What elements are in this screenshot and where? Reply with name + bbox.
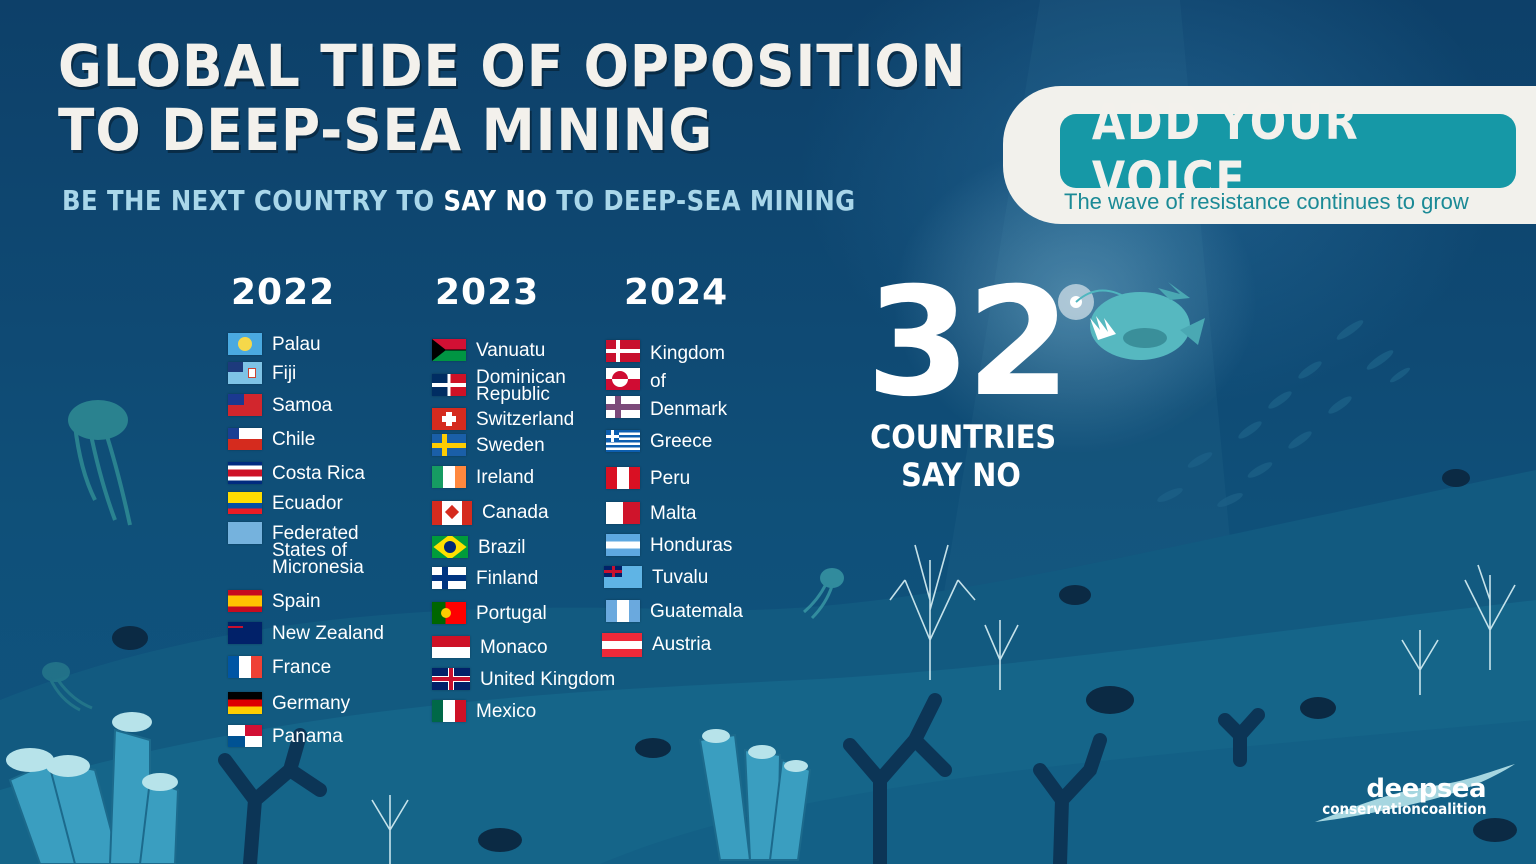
mexico-flag-icon	[432, 700, 466, 722]
monaco-flag-icon	[432, 636, 470, 658]
country-entry: Monaco	[432, 636, 548, 658]
countries-count: 32	[866, 256, 1071, 430]
country-entry: Austria	[602, 633, 711, 657]
country-entry: Finland	[432, 567, 538, 589]
year-heading-2024: 2024	[624, 272, 729, 313]
country-entry: Spain	[228, 590, 321, 612]
malta-flag-icon	[606, 502, 640, 524]
united-kingdom-flag-icon	[432, 668, 470, 690]
add-your-voice-label: ADD YOUR VOICE	[1091, 93, 1360, 209]
france-flag-icon	[228, 656, 262, 678]
greenland-flag-icon	[606, 368, 640, 390]
greece-flag-icon	[606, 430, 640, 452]
add-your-voice-button[interactable]: ADD YOUR VOICE	[1060, 93, 1516, 209]
country-entry: Fiji	[228, 362, 296, 384]
peru-flag-icon	[606, 467, 640, 489]
country-entry: Switzerland	[432, 408, 574, 430]
country-entry: Canada	[432, 501, 549, 525]
sweden-flag-icon	[432, 434, 466, 456]
year-heading-2023: 2023	[435, 272, 540, 313]
costa-rica-flag-icon	[228, 462, 262, 484]
page-title: GLOBAL TIDE OF OPPOSITION TO DEEP-SEA MI…	[58, 34, 966, 162]
honduras-flag-icon	[606, 534, 640, 556]
denmark-flag-icon	[606, 340, 640, 362]
guatemala-flag-icon	[606, 600, 640, 622]
switzerland-flag-icon	[432, 408, 466, 430]
title-line-2: TO DEEP-SEA MINING	[58, 96, 714, 164]
country-entry: New Zealand	[228, 622, 384, 644]
anglerfish-illustration	[1058, 282, 1205, 360]
canada-flag-icon	[432, 501, 472, 525]
deepsea-conservation-coalition-logo: deepsea conservationcoalition	[1321, 774, 1487, 818]
country-entry: Germany	[228, 692, 350, 714]
country-entry: Malta	[606, 502, 696, 524]
new-zealand-flag-icon	[228, 622, 262, 644]
dominican-republic-flag-icon	[432, 374, 466, 396]
spain-flag-icon	[228, 590, 262, 612]
ecuador-flag-icon	[228, 492, 262, 514]
country-entry: Costa Rica	[228, 462, 365, 484]
country-entry: Federated States of Micronesia	[228, 522, 364, 577]
country-entry: Peru	[606, 467, 690, 489]
country-entry: Tuvalu	[604, 566, 708, 588]
country-entry: Portugal	[432, 602, 547, 624]
country-entry: Palau	[228, 333, 321, 355]
country-entry: Vanuatu	[432, 339, 545, 361]
palau-flag-icon	[228, 333, 262, 355]
subtitle-post: TO DEEP-SEA MINING	[547, 184, 856, 217]
austria-flag-icon	[602, 633, 642, 657]
subtitle-highlight: SAY NO	[443, 184, 548, 217]
chile-flag-icon	[228, 428, 262, 450]
finland-flag-icon	[432, 567, 466, 589]
subtitle: BE THE NEXT COUNTRY TO SAY NO TO DEEP-SE…	[62, 184, 856, 217]
vanuatu-flag-icon	[432, 339, 466, 361]
faroe-islands-flag-icon	[606, 396, 640, 418]
brazil-flag-icon	[432, 536, 468, 558]
country-entry: Ecuador	[228, 492, 343, 514]
country-entry: Honduras	[606, 534, 732, 556]
country-entry: Samoa	[228, 394, 332, 416]
country-entry: Chile	[228, 428, 315, 450]
country-entry: Greece	[606, 430, 712, 452]
country-entry: Brazil	[432, 536, 526, 558]
panama-flag-icon	[228, 725, 262, 747]
country-entry: Guatemala	[606, 600, 743, 622]
subtitle-pre: BE THE NEXT COUNTRY TO	[62, 184, 444, 217]
country-entry: Sweden	[432, 434, 545, 456]
germany-flag-icon	[228, 692, 262, 714]
country-entry: Mexico	[432, 700, 536, 722]
country-entry: France	[228, 656, 331, 678]
country-entry: Panama	[228, 725, 343, 747]
fiji-flag-icon	[228, 362, 262, 384]
ireland-flag-icon	[432, 466, 466, 488]
year-heading-2022: 2022	[231, 272, 336, 313]
micronesia-flag-icon	[228, 522, 262, 544]
country-entry: Kingdom of Denmark	[606, 340, 727, 424]
country-entry: Dominican Republic	[432, 366, 566, 404]
samoa-flag-icon	[228, 394, 262, 416]
country-entry: Ireland	[432, 466, 534, 488]
cta-tagline: The wave of resistance continues to grow	[1064, 189, 1469, 214]
country-entry: United Kingdom	[432, 668, 615, 690]
kingdom-of-denmark-flags	[606, 340, 640, 418]
title-line-1: GLOBAL TIDE OF OPPOSITION	[58, 32, 967, 100]
portugal-flag-icon	[432, 602, 466, 624]
countries-count-caption: COUNTRIES SAY NO	[870, 418, 1057, 494]
tuvalu-flag-icon	[604, 566, 642, 588]
